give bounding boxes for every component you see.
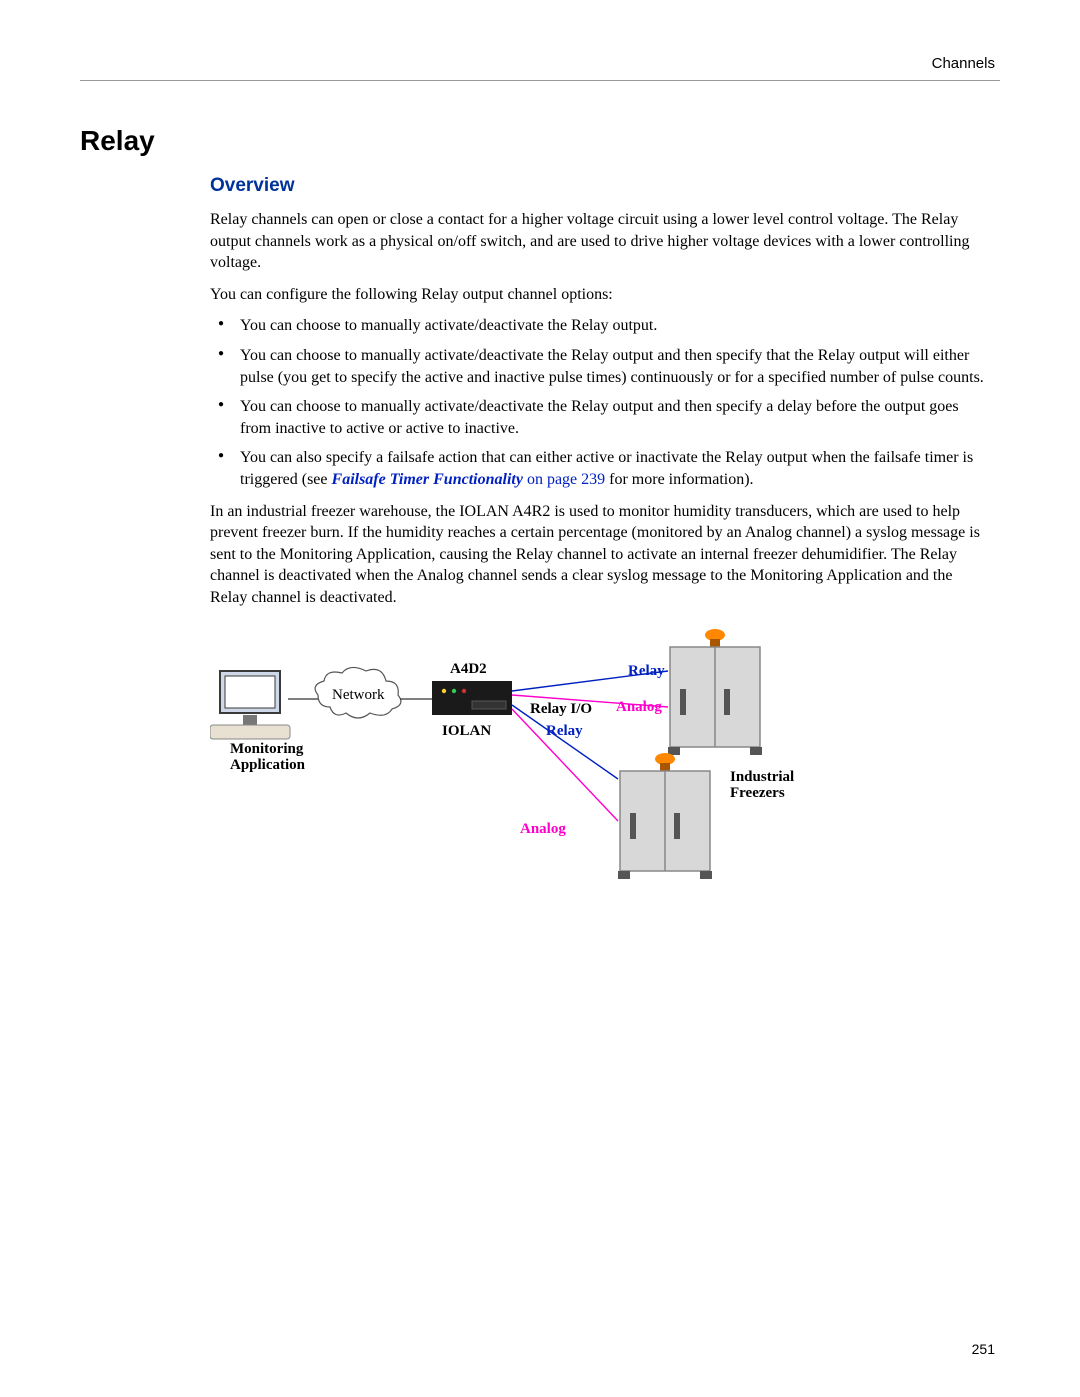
network-diagram: Network Monitoring Application A4D2 IOLA… bbox=[210, 629, 910, 899]
header-channels: Channels bbox=[932, 55, 995, 72]
overview-bullets: You can choose to manually activate/deac… bbox=[210, 315, 990, 490]
freezer-2-icon bbox=[618, 753, 712, 879]
bullet-3: You can choose to manually activate/deac… bbox=[210, 396, 990, 439]
overview-para2: You can configure the following Relay ou… bbox=[210, 284, 990, 306]
page-number: 251 bbox=[972, 1341, 995, 1357]
label-a4d2: A4D2 bbox=[450, 661, 487, 678]
label-industrial: Industrial bbox=[730, 769, 794, 786]
section-title-relay: Relay bbox=[80, 125, 1000, 157]
bullet-4: You can also specify a failsafe action t… bbox=[210, 447, 990, 490]
label-analog-1: Analog bbox=[616, 699, 662, 716]
monitor-icon bbox=[210, 671, 290, 739]
label-iolan: IOLAN bbox=[442, 723, 491, 740]
label-application: Application bbox=[230, 757, 305, 774]
label-monitoring: Monitoring bbox=[230, 741, 303, 758]
label-relay-io: Relay I/O bbox=[530, 701, 592, 718]
failsafe-page[interactable]: on page 239 bbox=[523, 471, 605, 488]
diagram-svg bbox=[210, 629, 910, 899]
label-relay-1: Relay bbox=[628, 663, 665, 680]
iolan-device-icon bbox=[432, 681, 512, 715]
bullet-2: You can choose to manually activate/deac… bbox=[210, 345, 990, 388]
bullet-1: You can choose to manually activate/deac… bbox=[210, 315, 990, 337]
label-analog-2: Analog bbox=[520, 821, 566, 838]
freezer-1-icon bbox=[668, 629, 762, 755]
header-rule bbox=[80, 80, 1000, 81]
label-freezers: Freezers bbox=[730, 785, 785, 802]
bullet-4-post: for more information). bbox=[605, 471, 753, 488]
overview-heading: Overview bbox=[210, 175, 1000, 197]
label-relay-2: Relay bbox=[546, 723, 583, 740]
failsafe-link[interactable]: Failsafe Timer Functionality bbox=[332, 471, 523, 488]
overview-para1: Relay channels can open or close a conta… bbox=[210, 209, 990, 274]
overview-para3: In an industrial freezer warehouse, the … bbox=[210, 501, 990, 609]
label-network: Network bbox=[332, 687, 385, 704]
